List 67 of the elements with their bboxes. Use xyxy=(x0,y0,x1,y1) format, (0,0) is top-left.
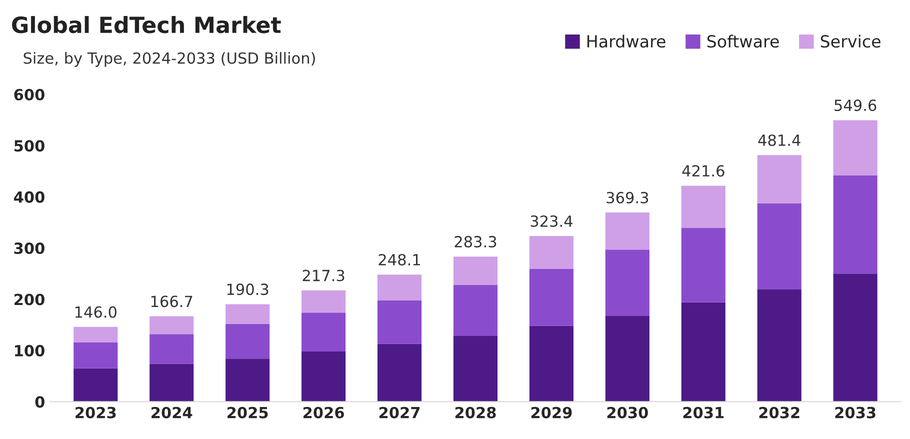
x-tick-label: 2024 xyxy=(152,406,192,418)
bar xyxy=(302,312,346,352)
legend-label: Service xyxy=(820,34,880,48)
y-tick-label: 600 xyxy=(14,88,44,100)
x-tick-label: 2031 xyxy=(683,406,724,418)
total-label: 248.1 xyxy=(378,254,420,266)
x-tick-label: 2025 xyxy=(228,406,268,418)
bar xyxy=(529,269,574,326)
x-tick-label: 2032 xyxy=(759,406,800,418)
total-label: 323.4 xyxy=(530,215,572,227)
bar xyxy=(226,304,270,324)
bar xyxy=(74,326,118,342)
chart-subtitle: Size, by Type, 2024-2033 (USD Billion) xyxy=(24,52,315,67)
x-tick-label: 2027 xyxy=(379,406,420,418)
total-label: 146.0 xyxy=(75,306,116,318)
y-tick-label: 500 xyxy=(14,140,44,152)
bar xyxy=(377,344,422,402)
bar xyxy=(74,342,118,368)
bar xyxy=(529,236,574,270)
total-label: 549.6 xyxy=(834,100,876,112)
bar xyxy=(833,274,878,402)
y-tick-label: 200 xyxy=(14,294,44,306)
bar xyxy=(150,364,194,402)
total-label: 481.4 xyxy=(758,134,800,146)
bar xyxy=(605,212,650,250)
total-label: 421.6 xyxy=(682,165,724,177)
total-label: 283.3 xyxy=(454,236,496,248)
bar xyxy=(226,324,270,359)
bar xyxy=(453,336,498,402)
bar xyxy=(377,300,422,344)
y-tick-label: 0 xyxy=(35,396,44,408)
bar xyxy=(302,351,346,402)
bar xyxy=(150,316,194,334)
x-tick-label: 2026 xyxy=(303,406,344,418)
bar xyxy=(377,274,422,300)
bar xyxy=(681,228,726,302)
legend-label: Software xyxy=(707,34,779,48)
y-tick-label: 100 xyxy=(15,344,44,356)
x-tick-label: 2028 xyxy=(455,406,496,418)
x-tick-label: 2033 xyxy=(835,406,876,418)
bar xyxy=(833,175,878,274)
bar xyxy=(757,203,802,290)
bar xyxy=(226,358,270,402)
bar xyxy=(833,120,878,176)
total-label: 166.7 xyxy=(151,296,192,308)
bar xyxy=(681,302,726,402)
bar xyxy=(757,155,802,204)
bar xyxy=(605,316,650,402)
bar xyxy=(453,256,498,285)
x-tick-label: 2023 xyxy=(76,406,116,418)
x-tick-label: 2029 xyxy=(531,406,572,418)
bar xyxy=(150,334,194,364)
legend-label: Hardware xyxy=(587,34,666,48)
bar xyxy=(757,290,802,402)
x-tick-label: 2030 xyxy=(607,406,648,418)
total-label: 217.3 xyxy=(302,270,344,282)
bar xyxy=(605,250,650,316)
chart-title: Global EdTech Market xyxy=(12,16,281,34)
total-label: 369.3 xyxy=(606,192,648,204)
bar xyxy=(453,284,498,336)
bar xyxy=(681,186,726,228)
y-tick-label: 300 xyxy=(14,242,44,254)
total-label: 190.3 xyxy=(227,284,268,296)
bar xyxy=(74,368,118,402)
y-tick-label: 400 xyxy=(14,191,44,203)
bar xyxy=(302,290,346,313)
bar xyxy=(529,326,574,402)
